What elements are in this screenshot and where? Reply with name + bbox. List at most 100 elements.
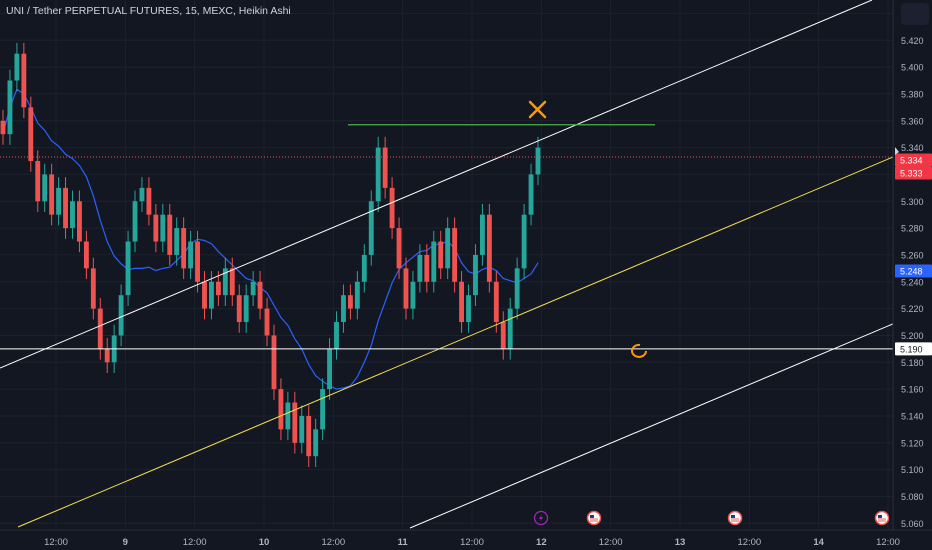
- candle-body: [153, 214, 159, 242]
- candle-body: [42, 174, 48, 202]
- channel-midline: [17, 156, 894, 528]
- candle-body: [313, 429, 319, 457]
- y-tick-label: 5.080: [901, 492, 924, 502]
- candle-body: [83, 241, 89, 269]
- channel-lower-line: [409, 322, 896, 529]
- candle-body: [104, 348, 110, 363]
- candle-body: [0, 120, 6, 135]
- candle-body: [125, 241, 131, 296]
- candle-body: [403, 268, 409, 309]
- y-tick-label: 5.140: [901, 411, 924, 421]
- circle-marker: [631, 343, 647, 358]
- candle-body: [528, 174, 534, 215]
- x-tick-label: 14: [813, 537, 824, 548]
- candle-body: [167, 214, 173, 255]
- candle-body: [222, 268, 228, 296]
- candle-body: [389, 187, 395, 229]
- x-tick-label: 13: [675, 537, 686, 548]
- x-tick-label: 12:00: [183, 537, 207, 548]
- lightning-icon-glyph: [539, 514, 543, 522]
- candle-body: [257, 281, 263, 309]
- candle-body: [195, 241, 200, 282]
- candle-body: [146, 187, 152, 215]
- price-label: 5.248: [900, 267, 923, 277]
- y-tick-label: 5.200: [901, 331, 924, 341]
- candle-body: [63, 187, 68, 229]
- y-tick-label: 5.060: [901, 519, 924, 529]
- us-flag-canton: [731, 515, 735, 518]
- x-tick-label: 9: [123, 537, 128, 548]
- us-flag-canton: [590, 515, 594, 518]
- x-tick-label: 12: [536, 537, 547, 548]
- y-tick-label: 5.340: [901, 143, 924, 153]
- candle-body: [466, 295, 471, 323]
- y-tick-label: 5.160: [901, 385, 924, 395]
- y-tick-label: 5.420: [901, 36, 924, 46]
- candle-body: [271, 335, 277, 390]
- x-tick-label: 10: [259, 537, 270, 548]
- candle-body: [535, 147, 541, 175]
- candle-body: [354, 281, 360, 309]
- y-tick-label: 5.400: [901, 63, 924, 73]
- candle-body: [452, 228, 458, 282]
- candle-body: [320, 389, 326, 430]
- y-tick-label: 5.260: [901, 250, 924, 260]
- candle-body: [181, 228, 187, 269]
- x-tick-label: 12:00: [44, 537, 68, 548]
- y-tick-label: 5.100: [901, 465, 924, 475]
- candle-body: [306, 415, 312, 457]
- candle-body: [500, 322, 506, 349]
- candle-body: [417, 254, 423, 282]
- candle-body: [438, 241, 444, 269]
- price-label-bg: [895, 166, 932, 180]
- x-tick-label: 12:00: [737, 537, 761, 548]
- price-label: 5.334: [900, 156, 923, 166]
- candle-body: [118, 295, 124, 336]
- x-tick-label: 11: [398, 537, 409, 548]
- candle-body: [285, 402, 291, 430]
- candle-body: [445, 228, 451, 269]
- y-tick-label: 5.180: [901, 358, 924, 368]
- candle-body: [292, 402, 298, 443]
- candle-body: [347, 295, 353, 309]
- chart-grid: [0, 0, 893, 530]
- candle-body: [243, 295, 249, 323]
- candle-body: [160, 214, 166, 242]
- candle-body: [28, 107, 34, 162]
- time-axis-bg: [0, 530, 932, 550]
- axis-pointer-icon: [895, 147, 899, 155]
- candle-body: [431, 241, 437, 282]
- price-label-bg: [895, 264, 932, 278]
- price-label: 5.333: [900, 169, 923, 179]
- candle-body: [334, 322, 339, 349]
- candle-body: [21, 53, 27, 108]
- candle-body: [375, 147, 381, 202]
- candle-body: [215, 281, 221, 296]
- y-tick-label: 5.120: [901, 438, 924, 448]
- price-label-bg: [895, 153, 932, 167]
- candle-body: [250, 281, 256, 296]
- candle-body: [327, 348, 332, 390]
- candle-body: [56, 187, 62, 215]
- candle-body: [514, 268, 520, 309]
- candle-body: [236, 295, 242, 323]
- candle-body: [70, 201, 75, 229]
- candles: [0, 42, 541, 467]
- channel-upper-line: [0, 0, 873, 369]
- candle-body: [368, 201, 374, 255]
- candle-body: [209, 281, 214, 309]
- chart-settings-button[interactable]: [901, 3, 929, 25]
- candle-body: [35, 161, 41, 202]
- price-label-bg: [895, 342, 932, 356]
- candle-body: [264, 308, 270, 336]
- candle-body: [202, 281, 207, 309]
- markers: [528, 100, 647, 358]
- candle-body: [493, 281, 499, 323]
- candle-body: [49, 174, 55, 215]
- time-axis: 12:00 9 12:00 10 12:00 11 12:00 12 12:00 13 12:00 1…: [0, 529, 932, 550]
- candle-body: [479, 214, 485, 255]
- y-tick-label: 5.300: [901, 197, 924, 207]
- chart-title: UNI / Tether PERPETUAL FUTURES, 15, MEXC…: [6, 5, 291, 17]
- candle-body: [473, 254, 478, 296]
